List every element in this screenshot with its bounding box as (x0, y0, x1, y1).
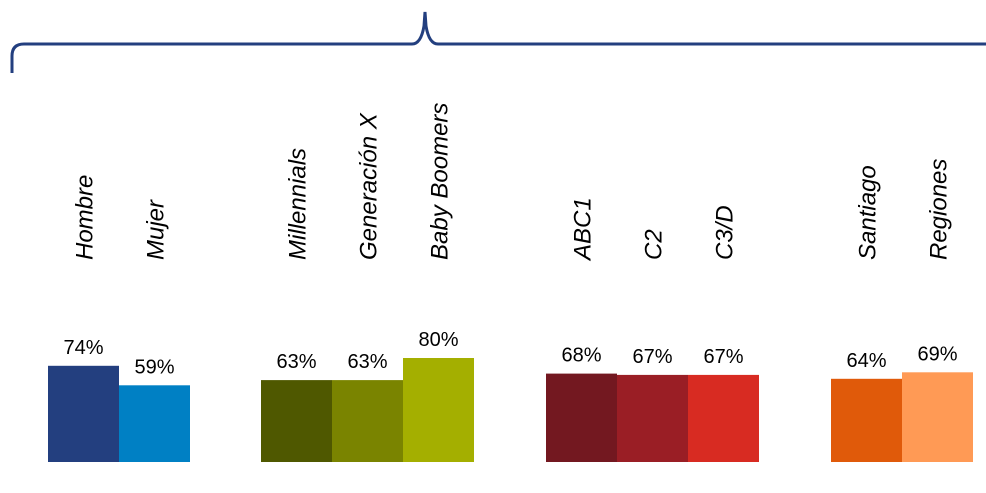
category-label-santiago: Santiago (855, 165, 882, 260)
bar-c2 (617, 374, 688, 462)
value-label-hombre: 74% (63, 337, 103, 359)
value-label-c3-d: 67% (703, 346, 743, 368)
category-label-millennials: Millennials (285, 148, 312, 260)
category-label-hombre: Hombre (72, 175, 99, 260)
value-label-santiago: 64% (846, 350, 886, 372)
value-label-millennials: 63% (276, 351, 316, 373)
category-label-generacion-x: Generación X (356, 112, 383, 260)
bar-regiones (902, 372, 973, 462)
category-label-c3-d: C3/D (712, 205, 739, 260)
labels-layer: 74% Hombre 59% Mujer 63% Millennials 63% Genera… (63, 103, 957, 379)
category-label-baby-boomers: Baby Boomers (427, 103, 454, 260)
category-label-c2: C2 (641, 229, 668, 260)
top-brace (10, 11, 986, 73)
value-label-abc1: 68% (561, 345, 601, 367)
bars-layer (48, 358, 973, 462)
bar-generacion-x (332, 380, 403, 462)
bar-hombre (48, 365, 119, 462)
bar-santiago (831, 378, 902, 462)
bar-abc1 (546, 373, 617, 462)
category-label-mujer: Mujer (143, 199, 170, 260)
category-label-abc1: ABC1 (570, 197, 597, 262)
value-label-c2: 67% (632, 346, 672, 368)
category-label-regiones: Regiones (926, 159, 953, 260)
value-label-generacion-x: 63% (347, 351, 387, 373)
bar-mujer (119, 385, 190, 462)
value-label-regiones: 69% (917, 343, 957, 365)
bar-millennials (261, 380, 332, 462)
value-label-mujer: 59% (134, 356, 174, 378)
bar-baby-boomers (403, 358, 474, 462)
bar-c3-d (688, 374, 759, 462)
value-label-baby-boomers: 80% (418, 329, 458, 351)
